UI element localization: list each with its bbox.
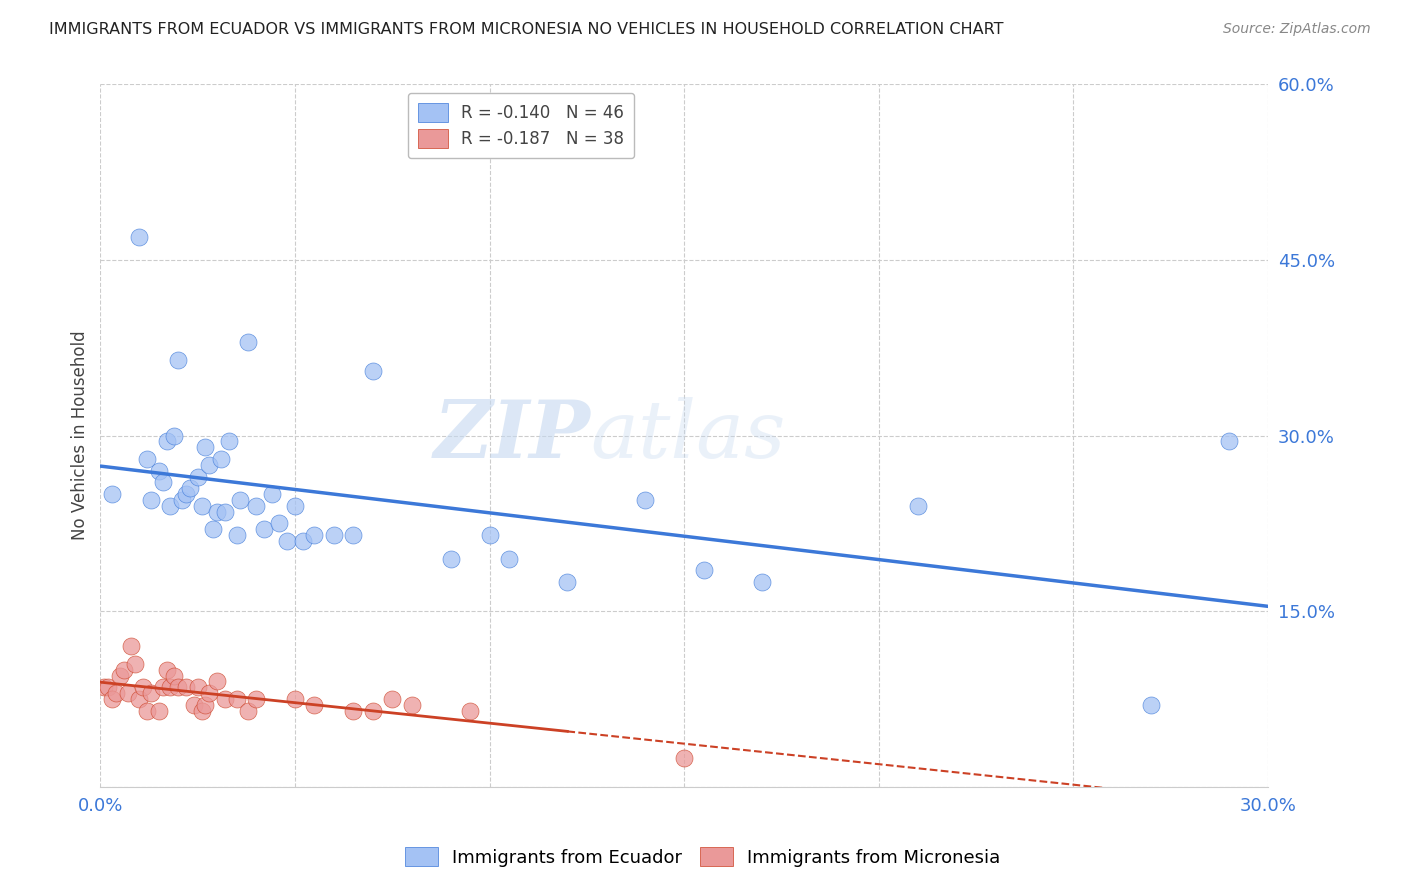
Point bbox=[202, 522, 225, 536]
Point bbox=[152, 475, 174, 490]
Point bbox=[205, 505, 228, 519]
Point bbox=[163, 668, 186, 682]
Point bbox=[108, 668, 131, 682]
Point bbox=[498, 551, 520, 566]
Point bbox=[673, 750, 696, 764]
Point bbox=[167, 352, 190, 367]
Point bbox=[229, 493, 252, 508]
Point bbox=[117, 686, 139, 700]
Point bbox=[209, 452, 232, 467]
Point bbox=[148, 704, 170, 718]
Point bbox=[1218, 434, 1240, 449]
Point bbox=[198, 458, 221, 472]
Point bbox=[190, 499, 212, 513]
Point bbox=[187, 681, 209, 695]
Point bbox=[291, 534, 314, 549]
Point bbox=[128, 229, 150, 244]
Point bbox=[458, 704, 481, 718]
Point bbox=[205, 674, 228, 689]
Legend: Immigrants from Ecuador, Immigrants from Micronesia: Immigrants from Ecuador, Immigrants from… bbox=[398, 840, 1008, 874]
Point bbox=[148, 464, 170, 478]
Point bbox=[128, 692, 150, 706]
Point bbox=[269, 516, 291, 531]
Point bbox=[198, 686, 221, 700]
Point bbox=[139, 686, 162, 700]
Point bbox=[187, 469, 209, 483]
Y-axis label: No Vehicles in Household: No Vehicles in Household bbox=[72, 331, 89, 541]
Point bbox=[342, 704, 364, 718]
Point bbox=[155, 663, 177, 677]
Point bbox=[276, 534, 298, 549]
Point bbox=[132, 681, 155, 695]
Text: Source: ZipAtlas.com: Source: ZipAtlas.com bbox=[1223, 22, 1371, 37]
Point bbox=[381, 692, 404, 706]
Point bbox=[174, 681, 197, 695]
Point bbox=[478, 528, 501, 542]
Point bbox=[284, 499, 307, 513]
Point bbox=[751, 574, 773, 589]
Point bbox=[245, 692, 267, 706]
Point bbox=[112, 663, 135, 677]
Point bbox=[218, 434, 240, 449]
Point bbox=[225, 528, 247, 542]
Point bbox=[214, 692, 236, 706]
Point bbox=[136, 704, 159, 718]
Point bbox=[692, 563, 714, 577]
Point bbox=[225, 692, 247, 706]
Point bbox=[401, 698, 423, 712]
Point bbox=[361, 364, 384, 378]
Point bbox=[183, 698, 205, 712]
Text: ZIP: ZIP bbox=[434, 397, 591, 475]
Point bbox=[304, 528, 326, 542]
Point bbox=[439, 551, 461, 566]
Point bbox=[238, 704, 260, 718]
Point bbox=[93, 681, 115, 695]
Point bbox=[342, 528, 364, 542]
Point bbox=[97, 681, 120, 695]
Point bbox=[174, 487, 197, 501]
Point bbox=[152, 681, 174, 695]
Point bbox=[361, 704, 384, 718]
Point bbox=[253, 522, 276, 536]
Point bbox=[194, 698, 217, 712]
Text: IMMIGRANTS FROM ECUADOR VS IMMIGRANTS FROM MICRONESIA NO VEHICLES IN HOUSEHOLD C: IMMIGRANTS FROM ECUADOR VS IMMIGRANTS FR… bbox=[49, 22, 1004, 37]
Point bbox=[214, 505, 236, 519]
Point bbox=[121, 640, 143, 654]
Point bbox=[167, 681, 190, 695]
Point bbox=[104, 686, 127, 700]
Point bbox=[136, 452, 159, 467]
Point bbox=[1140, 698, 1163, 712]
Point bbox=[159, 681, 181, 695]
Point bbox=[634, 493, 657, 508]
Point bbox=[260, 487, 283, 501]
Point bbox=[172, 493, 194, 508]
Point bbox=[194, 441, 217, 455]
Legend: R = -0.140   N = 46, R = -0.187   N = 38: R = -0.140 N = 46, R = -0.187 N = 38 bbox=[408, 93, 634, 158]
Point bbox=[245, 499, 267, 513]
Point bbox=[124, 657, 146, 671]
Point bbox=[101, 692, 124, 706]
Point bbox=[139, 493, 162, 508]
Point bbox=[907, 499, 929, 513]
Point bbox=[322, 528, 344, 542]
Point bbox=[163, 428, 186, 442]
Point bbox=[284, 692, 307, 706]
Point bbox=[101, 487, 124, 501]
Point bbox=[238, 334, 260, 349]
Point bbox=[155, 434, 177, 449]
Point bbox=[179, 481, 201, 495]
Point bbox=[190, 704, 212, 718]
Point bbox=[304, 698, 326, 712]
Point bbox=[557, 574, 579, 589]
Text: atlas: atlas bbox=[591, 397, 786, 475]
Point bbox=[159, 499, 181, 513]
